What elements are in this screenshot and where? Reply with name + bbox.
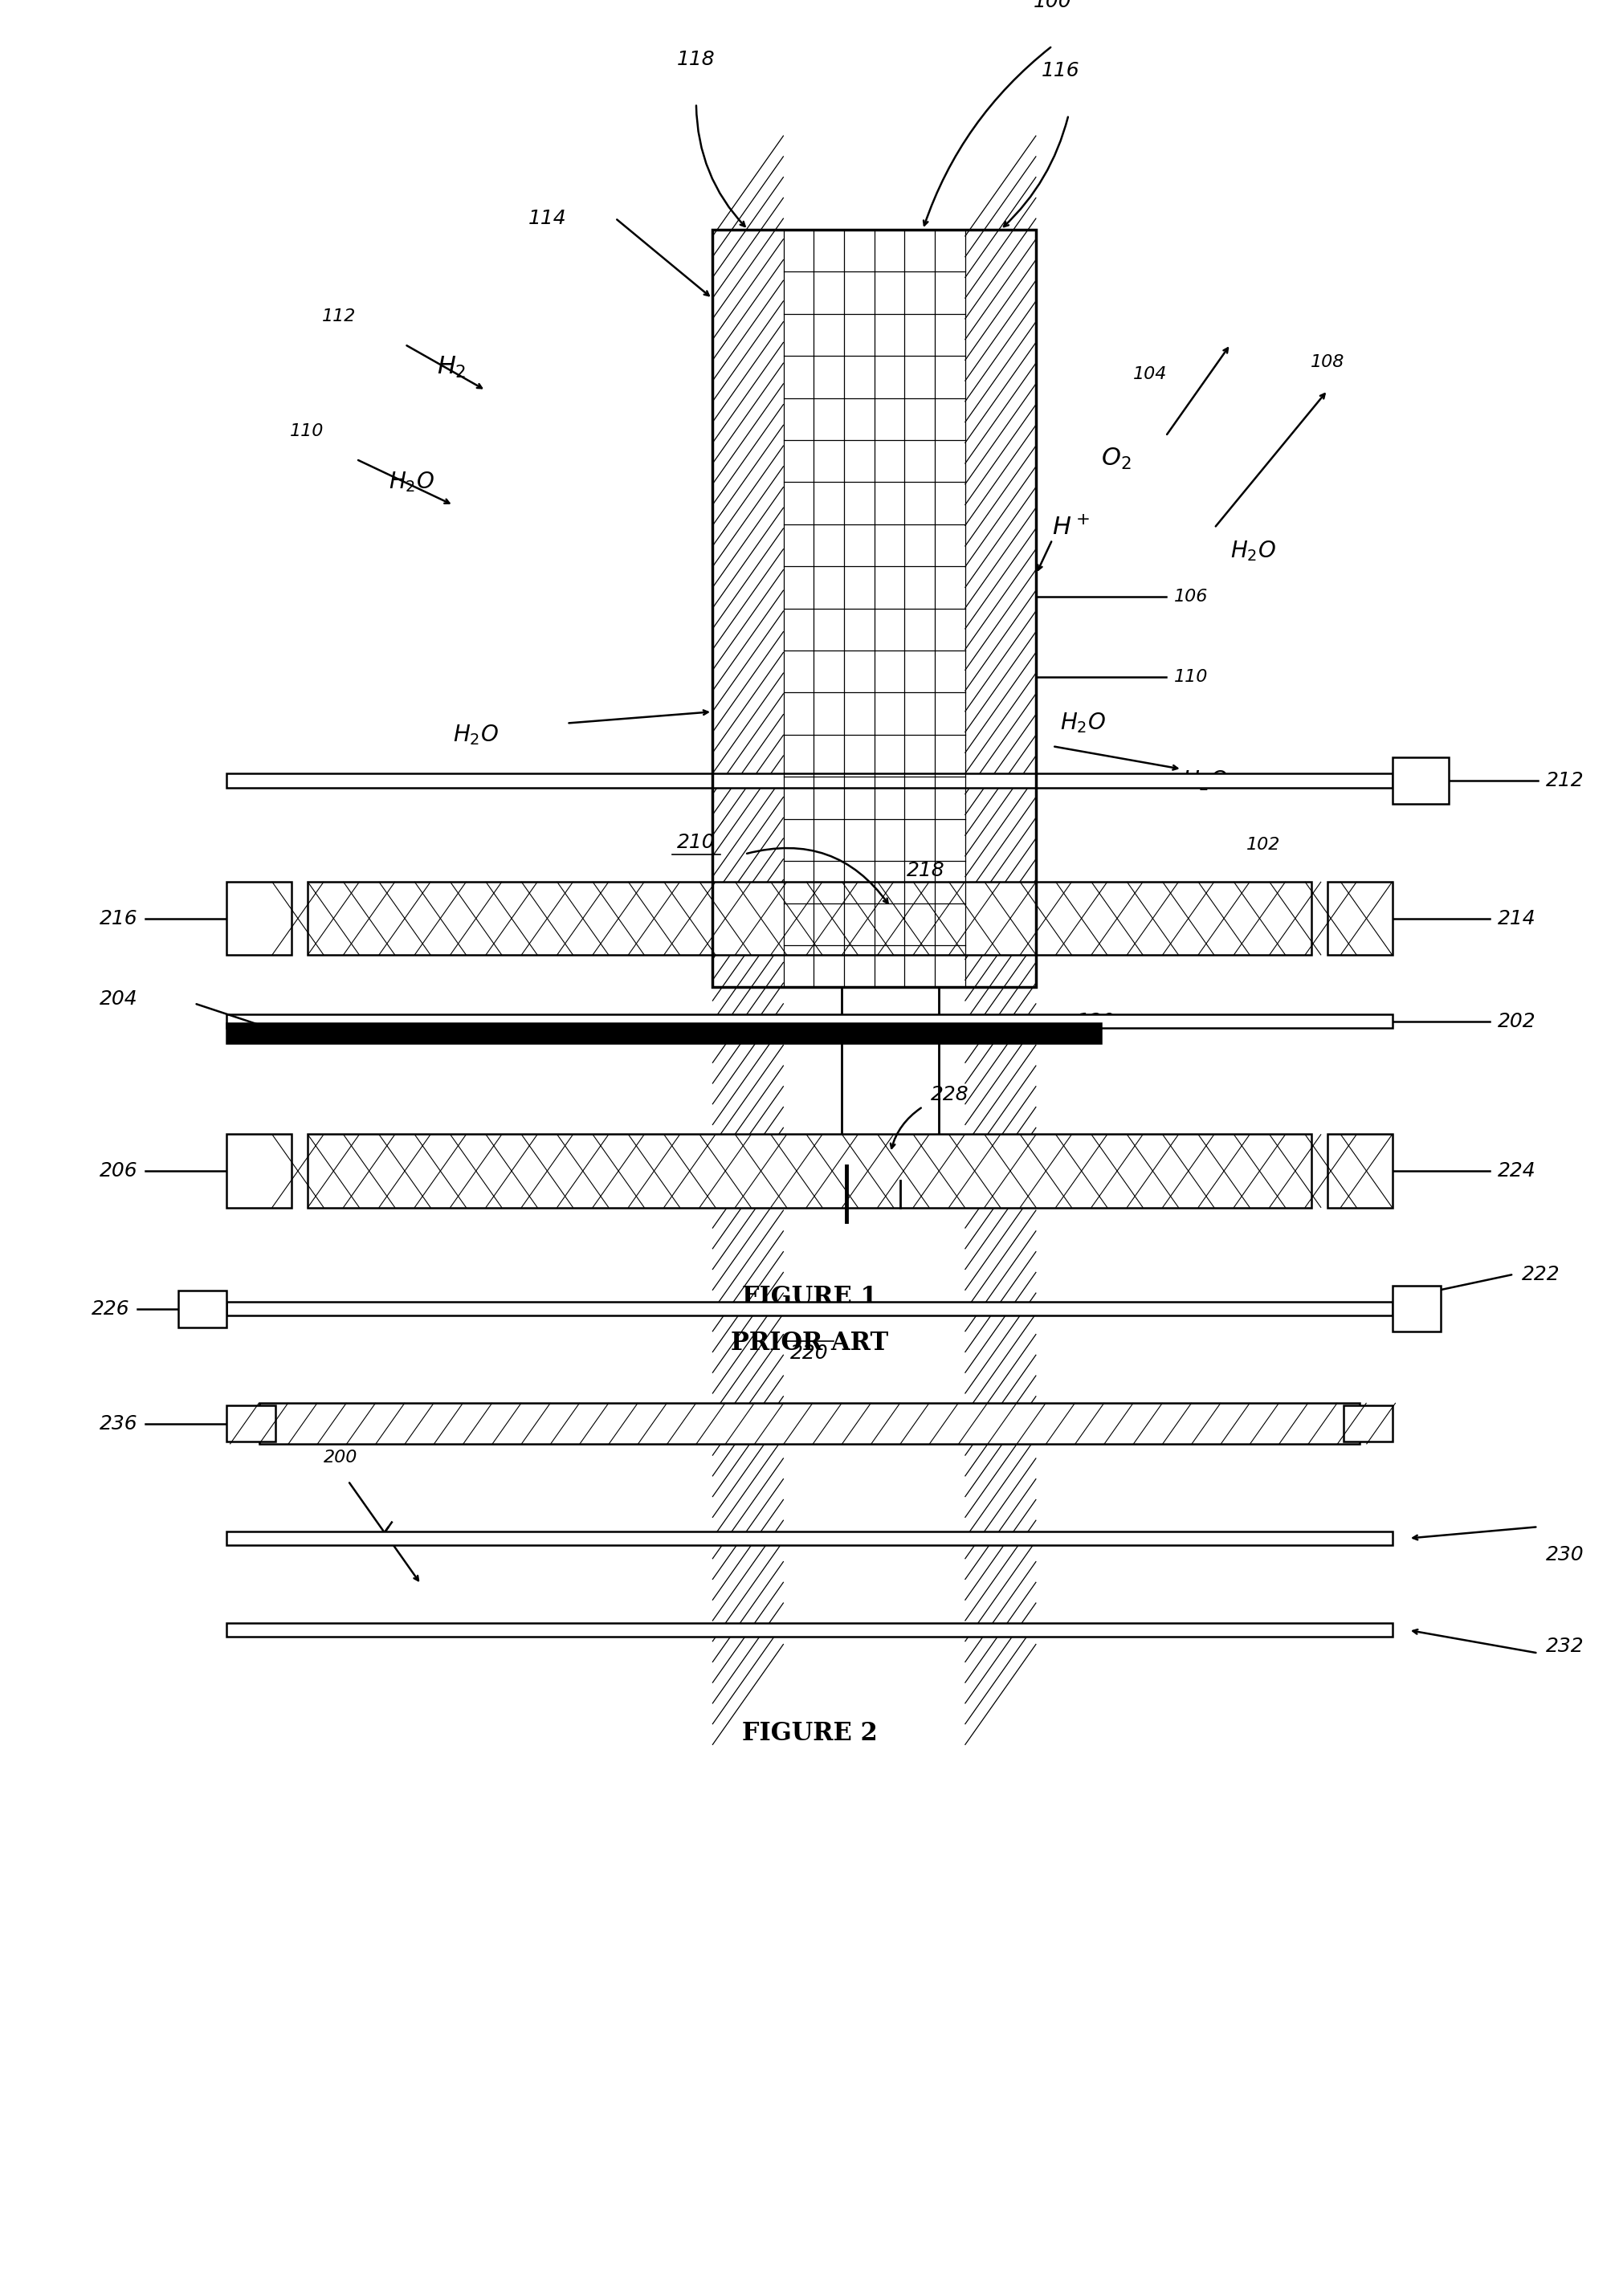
Text: 220: 220 (790, 1343, 829, 1362)
Text: FIGURE 2: FIGURE 2 (742, 1722, 877, 1745)
Text: $H_2O$: $H_2O$ (1230, 540, 1276, 563)
Bar (1392, 758, 1449, 804)
Text: 236: 236 (99, 1414, 138, 1433)
Text: 108: 108 (1310, 354, 1345, 370)
Bar (227, 774, 1392, 788)
Text: 116: 116 (1041, 62, 1080, 80)
Text: 110: 110 (1174, 670, 1208, 684)
Bar (227, 1015, 1392, 1029)
Text: 218: 218 (907, 861, 945, 879)
Text: 230: 230 (1546, 1545, 1585, 1564)
Bar (227, 1405, 275, 1442)
Bar (308, 882, 1311, 955)
Text: PRIOR ART: PRIOR ART (730, 1332, 889, 1355)
Text: 228: 228 (931, 1086, 970, 1104)
Text: 210: 210 (677, 833, 716, 852)
Text: 224: 224 (1498, 1162, 1536, 1180)
Text: 104: 104 (1133, 365, 1167, 381)
Text: $O_2$: $O_2$ (1101, 448, 1132, 471)
Bar (1328, 1134, 1392, 1208)
Text: 204: 204 (99, 990, 138, 1008)
Bar (965, 230, 1036, 987)
Bar (842, 987, 939, 1148)
Text: 100: 100 (1033, 0, 1072, 11)
Bar (712, 230, 1036, 987)
Bar (259, 1403, 1360, 1444)
Text: 112: 112 (322, 308, 356, 324)
Bar (1328, 882, 1392, 955)
Text: 114: 114 (528, 209, 567, 227)
Bar (308, 1134, 1311, 1208)
Text: $H_2$: $H_2$ (437, 356, 466, 379)
Text: 226: 226 (91, 1300, 130, 1318)
Bar (1392, 1286, 1441, 1332)
Text: 110: 110 (290, 422, 324, 439)
Text: $H_2O$: $H_2O$ (453, 723, 499, 746)
Text: 232: 232 (1546, 1637, 1585, 1655)
Text: 206: 206 (99, 1162, 138, 1180)
Bar (227, 1134, 291, 1208)
Text: 106: 106 (1174, 590, 1208, 604)
Text: 200: 200 (324, 1451, 358, 1465)
Text: 212: 212 (1546, 771, 1585, 790)
Bar (712, 230, 784, 987)
Text: $H^+$: $H^+$ (1052, 517, 1090, 540)
Bar (1344, 1405, 1392, 1442)
Bar (227, 1623, 1392, 1637)
Text: FIGURE 1: FIGURE 1 (742, 1286, 877, 1309)
Text: 202: 202 (1498, 1013, 1536, 1031)
Bar (227, 1024, 1101, 1042)
Text: 222: 222 (1522, 1265, 1561, 1283)
Text: 120: 120 (1077, 1013, 1115, 1031)
Text: $H_2O$: $H_2O$ (1182, 769, 1227, 792)
Text: $H_2O$: $H_2O$ (389, 471, 434, 494)
Bar (227, 1531, 1392, 1545)
Text: 214: 214 (1498, 909, 1536, 928)
Bar (227, 1302, 1392, 1316)
Text: 216: 216 (99, 909, 138, 928)
Text: 102: 102 (1247, 836, 1281, 852)
Text: $H_2O$: $H_2O$ (1060, 712, 1106, 735)
Bar (227, 1024, 1101, 1042)
Bar (227, 882, 291, 955)
Bar (178, 1290, 227, 1327)
Bar (784, 230, 965, 987)
Text: 118: 118 (677, 51, 716, 69)
